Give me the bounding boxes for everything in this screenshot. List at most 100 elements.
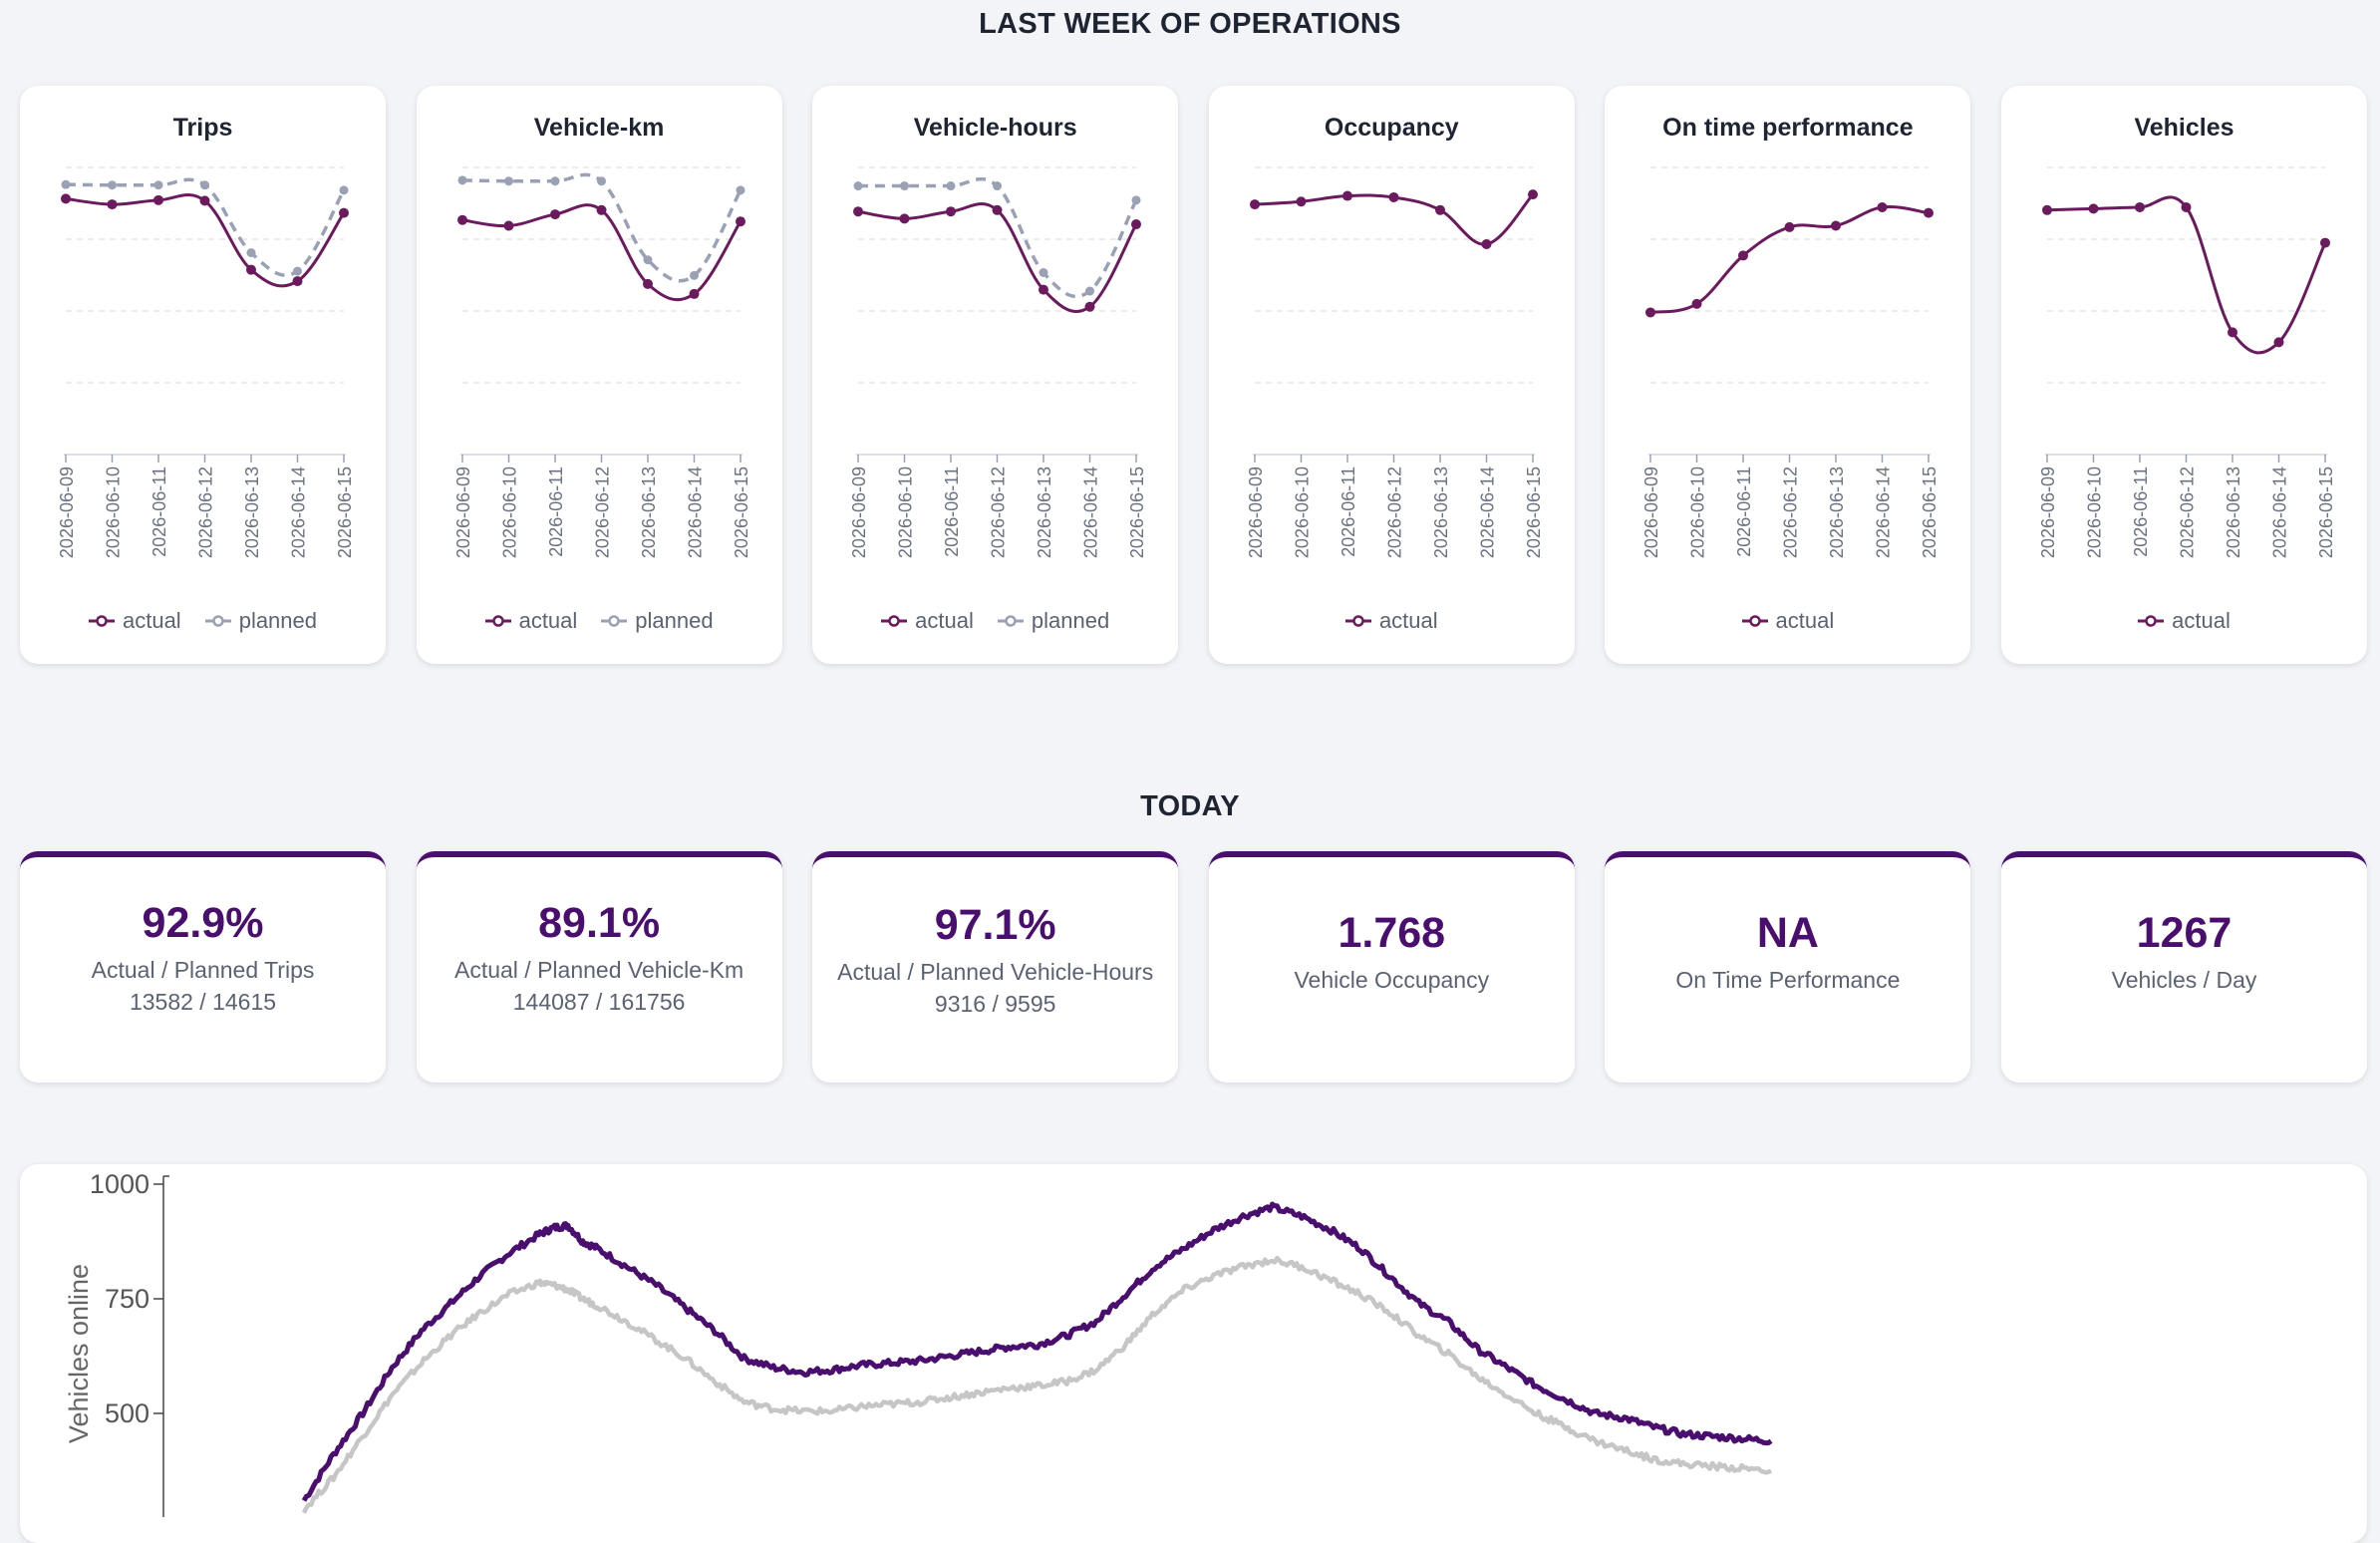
x-tick-label: 2026-06-10 [499, 466, 519, 558]
weekly-chart-title: On time performance [1662, 114, 1914, 142]
x-tick-label: 2026-06-12 [1781, 466, 1801, 558]
y-tick-label: 500 [105, 1398, 149, 1428]
vehicles-online-chart: 1000 750 500 Vehicles online [64, 1169, 1773, 1517]
planned-point [293, 266, 302, 276]
x-tick-label: 2026-06-13 [1035, 466, 1054, 558]
x-tick-label: 2026-06-09 [849, 466, 869, 558]
actual-point [61, 193, 71, 204]
legend-line-marker-icon [2138, 615, 2165, 627]
planned-point [689, 270, 699, 280]
section-title-today: TODAY [1140, 790, 1240, 822]
actual-point [2042, 204, 2052, 215]
planned-point [1131, 195, 1141, 205]
kpi-card: NA On Time Performance [1605, 851, 1971, 1082]
planned-point [246, 248, 256, 258]
legend-item-actual[interactable]: actual [484, 608, 577, 634]
planned-point [853, 181, 863, 191]
x-tick-label: 2026-06-14 [685, 466, 705, 558]
actual-point [1084, 301, 1095, 312]
weekly-chart-card: 2026-06-09 2026-06-10 2026-06-11 2026-06-12… [20, 86, 386, 664]
x-tick-label: 2026-06-13 [242, 466, 262, 558]
x-tick-label: 2026-06-12 [1384, 466, 1404, 558]
actual-point [1388, 191, 1399, 202]
chart-legend: actual planned [417, 608, 782, 634]
planned-series-line [858, 176, 1138, 299]
planned-point [550, 176, 560, 186]
x-tick-label: 2026-06-11 [1734, 466, 1754, 557]
legend-item-actual[interactable]: actual [2138, 608, 2231, 634]
planned-point [946, 181, 956, 191]
weekly-charts-row: 2026-06-09 2026-06-10 2026-06-11 2026-06-12… [20, 86, 2367, 664]
x-tick-label: 2026-06-14 [1477, 466, 1497, 558]
legend-label: planned [635, 608, 714, 633]
x-tick-label: 2026-06-12 [989, 466, 1009, 558]
x-tick-label: 2026-06-09 [1246, 466, 1266, 558]
planned-point [643, 255, 653, 265]
x-tick-label: 2026-06-12 [592, 466, 612, 558]
actual-point [899, 213, 910, 224]
actual-series-line [461, 203, 742, 302]
weekly-chart-plot: 2026-06-09 2026-06-10 2026-06-11 2026-06-12… [57, 166, 355, 558]
actual-point [1831, 220, 1842, 231]
planned-point [503, 176, 513, 186]
legend-item-actual[interactable]: actual [881, 608, 974, 634]
planned-point [1039, 268, 1048, 278]
legend-line-marker-icon [484, 615, 511, 627]
weekly-chart-title: Vehicle-hours [913, 114, 1077, 142]
planned-series-line [461, 172, 743, 283]
x-tick-label: 2026-06-15 [335, 466, 355, 558]
legend-item-planned[interactable]: planned [204, 608, 318, 634]
legend-label: actual [1775, 608, 1835, 633]
legend-label: actual [2172, 608, 2231, 633]
x-tick-label: 2026-06-09 [57, 466, 77, 558]
legend-line-marker-icon [881, 615, 908, 627]
x-tick-label: 2026-06-14 [1874, 466, 1894, 558]
kpi-value: 89.1% [538, 899, 661, 947]
actual-point [1039, 284, 1049, 295]
actual-point [339, 207, 349, 218]
actual-point [689, 288, 700, 299]
actual-point [153, 194, 163, 205]
x-tick-label: 2026-06-10 [2085, 466, 2105, 558]
actual-point [1296, 196, 1307, 207]
actual-point [1434, 204, 1445, 215]
planned-point [736, 185, 745, 195]
actual-point [246, 264, 256, 275]
x-tick-label: 2026-06-09 [2038, 466, 2058, 558]
legend-item-actual[interactable]: actual [1344, 608, 1438, 634]
actual-point [1527, 189, 1538, 200]
legend-label: actual [122, 608, 181, 633]
kpi-card: 1267 Vehicles / Day [2001, 851, 2367, 1082]
x-tick-label: 2026-06-13 [639, 466, 659, 558]
weekly-chart-plot: 2026-06-09 2026-06-10 2026-06-11 2026-06-12… [1641, 166, 1939, 558]
actual-point [642, 278, 653, 289]
legend-item-planned[interactable]: planned [601, 608, 714, 634]
x-tick-label: 2026-06-11 [2131, 466, 2151, 557]
kpi-value: 97.1% [934, 901, 1056, 949]
chart-legend: actual planned [812, 608, 1178, 634]
kpi-label: Vehicle Occupancy [1294, 967, 1490, 993]
weekly-chart-card: 2026-06-09 2026-06-10 2026-06-11 2026-06-12… [416, 86, 782, 664]
planned-point [339, 185, 349, 195]
planned-point [1085, 286, 1095, 296]
legend-line-marker-icon [601, 615, 628, 627]
actual-point [292, 276, 303, 287]
kpi-card: 1.768 Vehicle Occupancy [1208, 851, 1575, 1082]
weekly-chart-title: Trips [172, 114, 233, 142]
planned-series-line [65, 177, 346, 277]
kpi-value: 1.768 [1338, 909, 1446, 957]
legend-item-actual[interactable]: actual [88, 608, 181, 634]
actual-series-line [2046, 195, 2327, 355]
planned-point [900, 181, 910, 191]
section-title-week: LAST WEEK OF OPERATIONS [979, 8, 1401, 40]
actual-point [2228, 327, 2237, 338]
legend-label: planned [238, 608, 318, 633]
x-tick-label: 2026-06-14 [2270, 466, 2290, 558]
x-tick-label: 2026-06-12 [196, 466, 216, 558]
legend-item-planned[interactable]: planned [997, 608, 1109, 634]
weekly-chart-plot: 2026-06-09 2026-06-10 2026-06-11 2026-06-12… [849, 166, 1147, 558]
weekly-chart-card: 2026-06-09 2026-06-10 2026-06-11 2026-06-12… [1605, 86, 1971, 664]
actual-point [853, 206, 864, 217]
legend-item-actual[interactable]: actual [1741, 608, 1835, 634]
x-tick-label: 2026-06-11 [1339, 466, 1358, 557]
